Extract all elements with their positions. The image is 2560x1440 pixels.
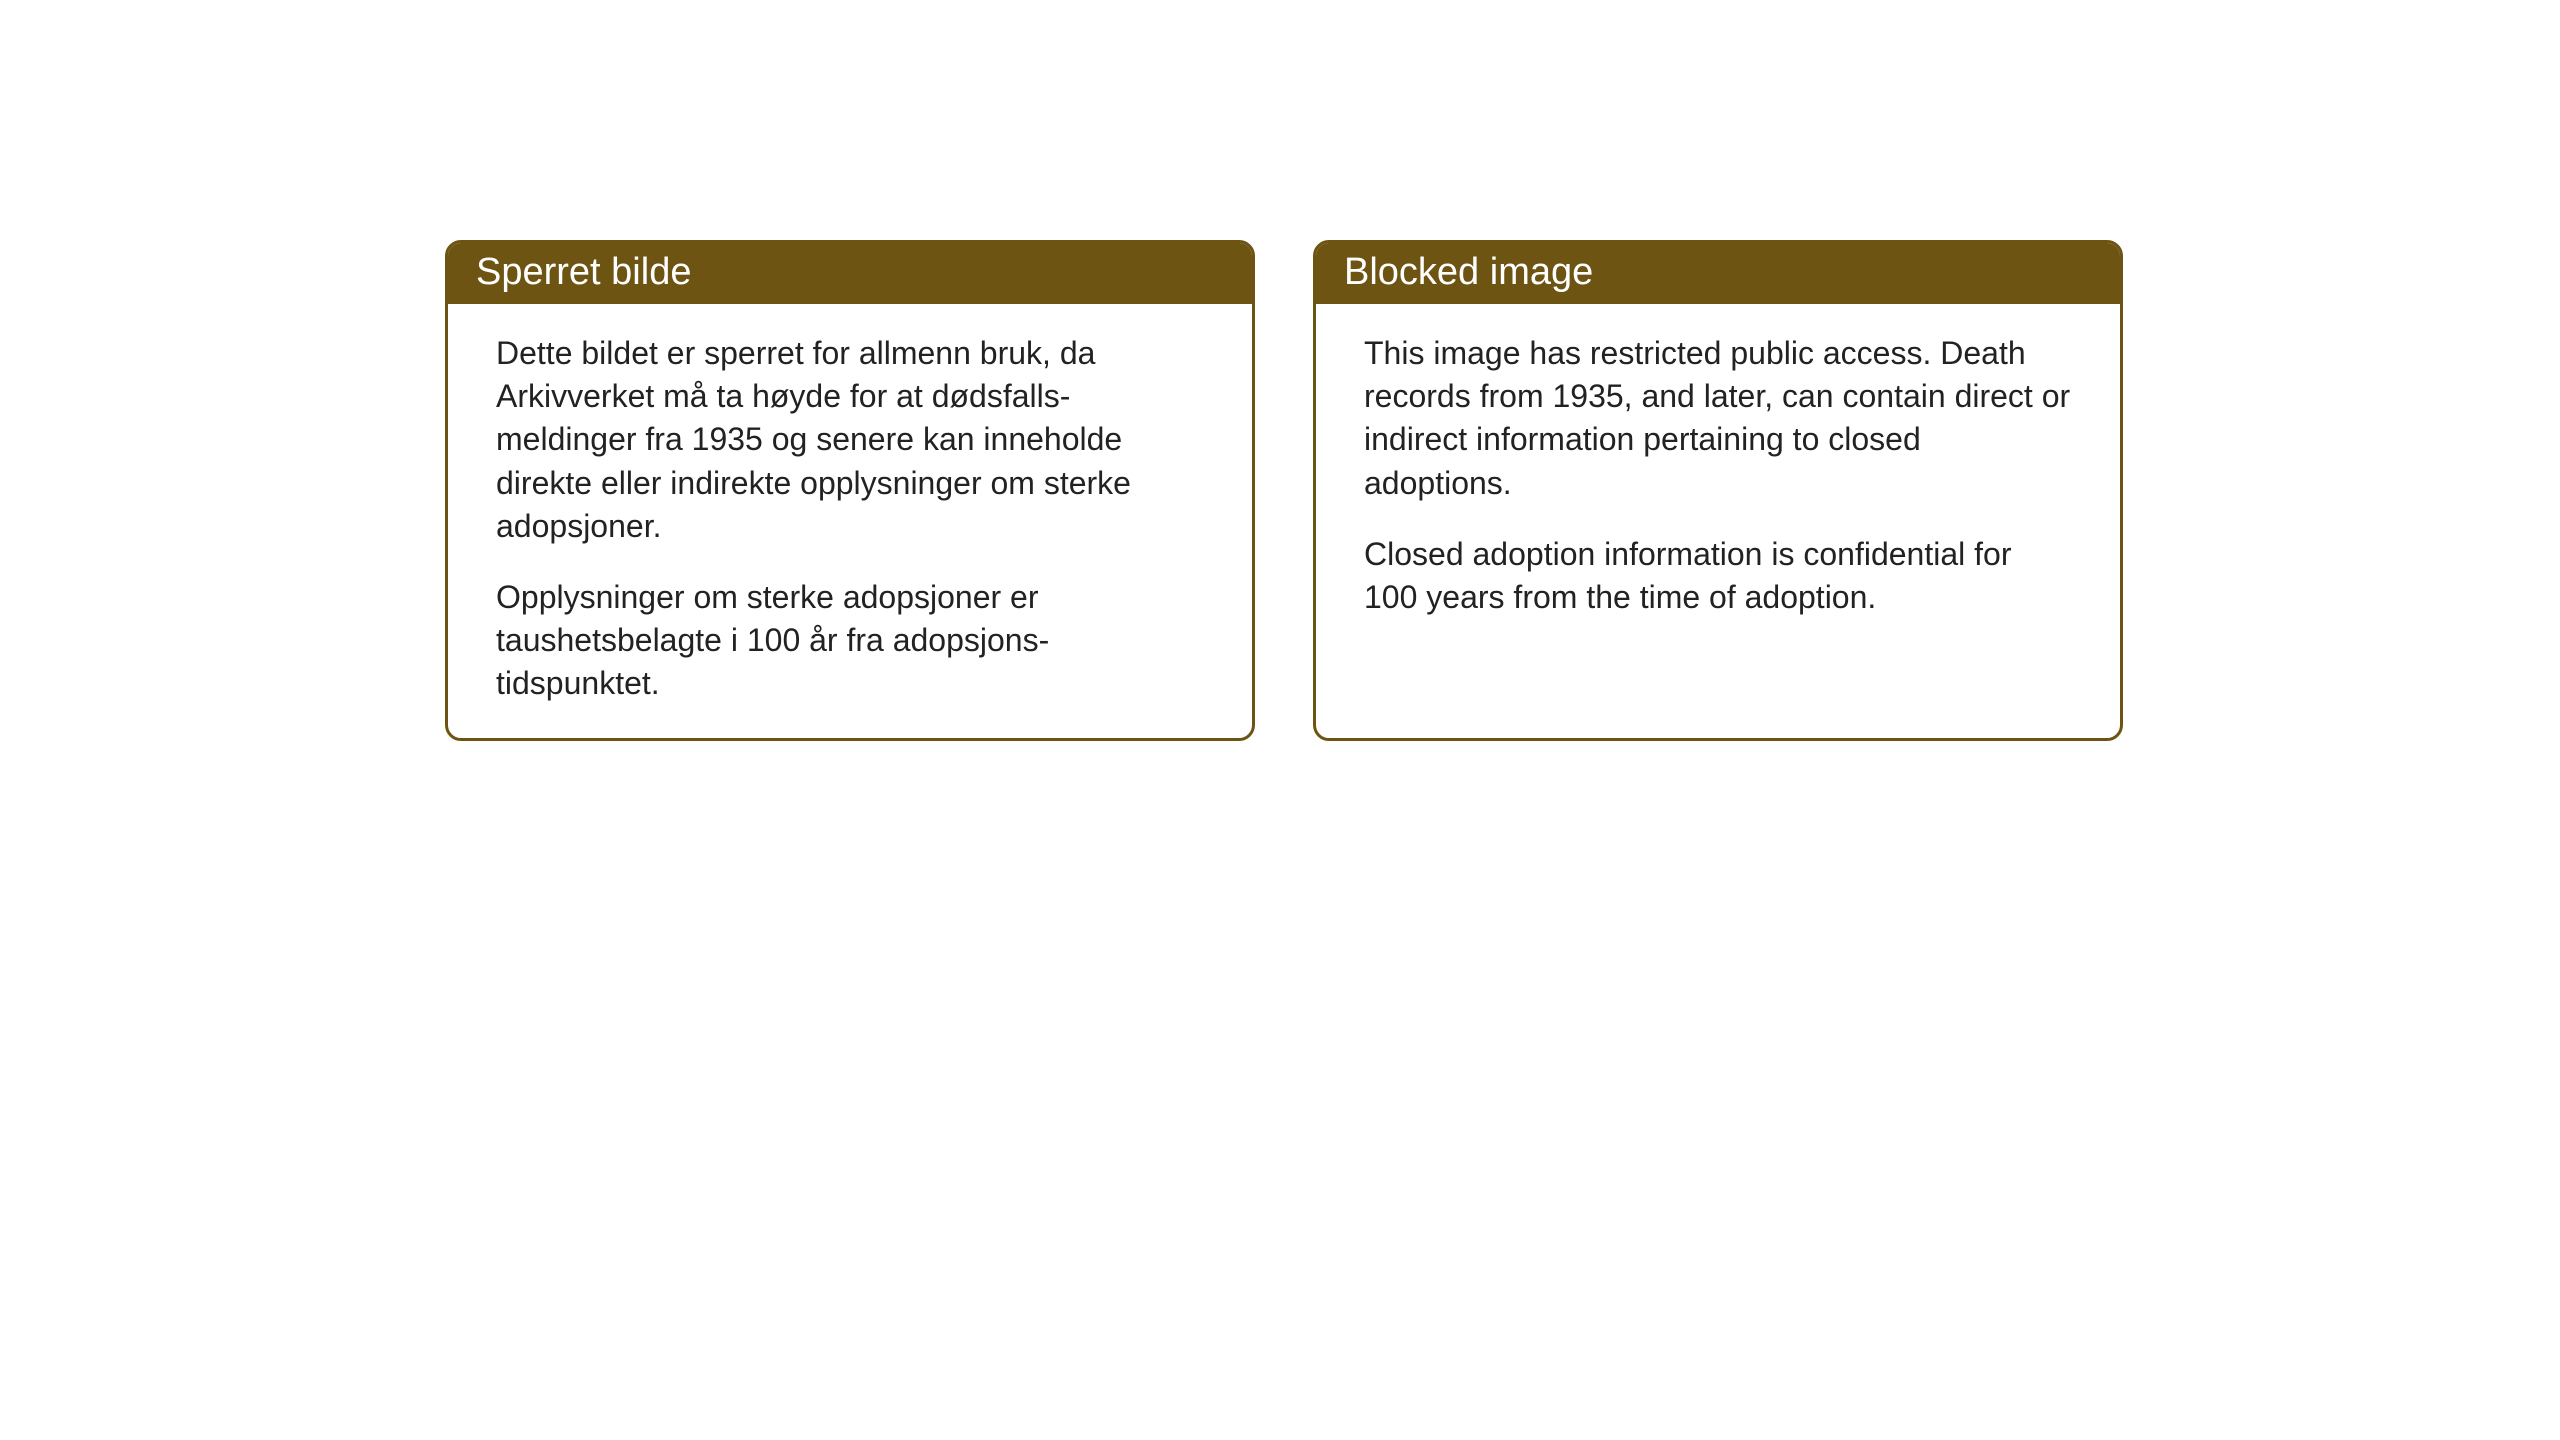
notice-box-norwegian: Sperret bilde Dette bildet er sperret fo…: [445, 240, 1255, 741]
notice-container: Sperret bilde Dette bildet er sperret fo…: [445, 240, 2123, 741]
notice-header-english: Blocked image: [1316, 243, 2120, 304]
notice-body-english: This image has restricted public access.…: [1316, 304, 2120, 651]
notice-paragraph-2-english: Closed adoption information is confident…: [1364, 533, 2072, 619]
notice-box-english: Blocked image This image has restricted …: [1313, 240, 2123, 741]
notice-title-norwegian: Sperret bilde: [476, 251, 691, 293]
notice-paragraph-1-norwegian: Dette bildet er sperret for allmenn bruk…: [496, 332, 1204, 548]
notice-paragraph-2-norwegian: Opplysninger om sterke adopsjoner er tau…: [496, 576, 1204, 706]
notice-header-norwegian: Sperret bilde: [448, 243, 1252, 304]
notice-body-norwegian: Dette bildet er sperret for allmenn bruk…: [448, 304, 1252, 738]
notice-paragraph-1-english: This image has restricted public access.…: [1364, 332, 2072, 505]
notice-title-english: Blocked image: [1344, 251, 1593, 293]
